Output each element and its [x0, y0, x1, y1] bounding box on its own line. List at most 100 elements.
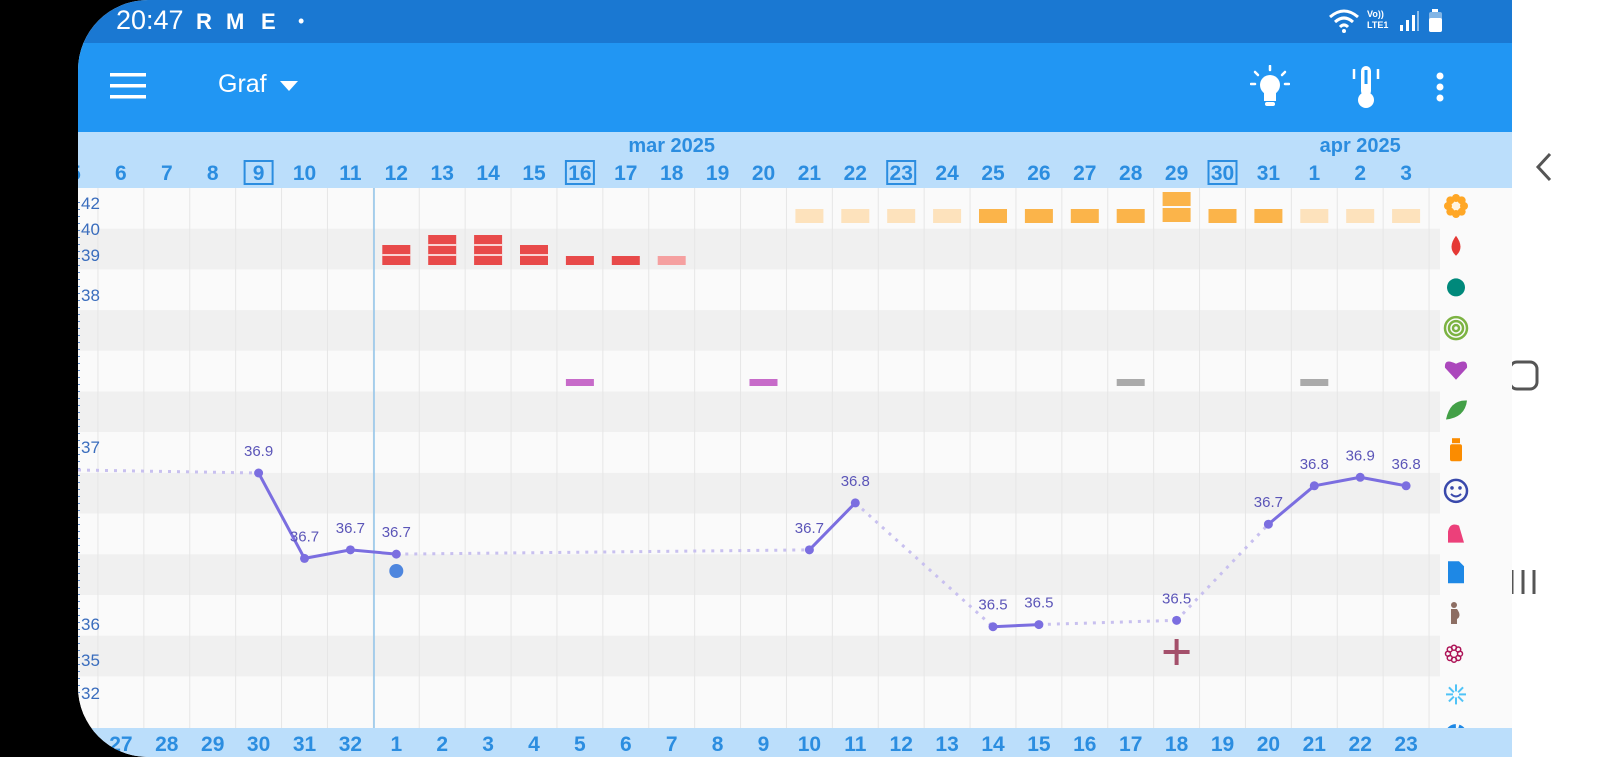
cycle-chart[interactable]: 42 40 39 38 37 36 35 32 36.9 36.7 36.7 36.7 36.7 36.8… — [78, 188, 1512, 728]
day-label: 13 — [431, 162, 454, 185]
week-start-box — [886, 160, 917, 185]
cycle-day-label: 12 — [890, 733, 913, 756]
temperature-point — [804, 545, 814, 555]
intercourse-mark — [749, 379, 778, 386]
mouth — [1450, 493, 1462, 498]
bleeding-mark — [428, 235, 457, 265]
temperature-point — [1309, 481, 1319, 491]
day-label: 19 — [706, 162, 729, 185]
sparkle-icon[interactable] — [1446, 684, 1466, 705]
ray — [1448, 686, 1455, 693]
notification-dot: • — [298, 11, 305, 31]
notification-e-icon: E — [261, 9, 276, 34]
signal-icon — [1400, 11, 1419, 31]
chart-row-band — [78, 676, 1440, 718]
flower-check-icon[interactable] — [1444, 644, 1464, 663]
flower-mark — [841, 209, 870, 223]
battery-icon — [1429, 9, 1442, 32]
chart-row-band — [78, 554, 1440, 595]
system-navigation-bar — [1512, 0, 1600, 757]
temperature-point — [345, 545, 355, 555]
cross-mark-v — [1174, 639, 1179, 665]
flower-mark — [1070, 209, 1099, 223]
ring — [1443, 315, 1469, 341]
chart-row-band — [78, 513, 1440, 555]
day-label: 12 — [385, 162, 408, 185]
day-label: 22 — [844, 162, 867, 185]
cycle-day-label: 31 — [293, 733, 317, 756]
heart-icon[interactable] — [1444, 361, 1468, 380]
document-icon[interactable] — [1448, 561, 1464, 584]
day-label: 7 — [161, 162, 173, 185]
cycle-day-label: 17 — [1119, 733, 1142, 756]
notification-r-icon: R — [196, 9, 212, 34]
chart-row-band — [78, 432, 1440, 473]
flower-mark — [1300, 209, 1329, 223]
bleeding-mark — [611, 256, 640, 265]
day-label: 23 — [890, 162, 913, 185]
chart-row-band — [78, 269, 1440, 311]
temperature-line — [350, 548, 397, 556]
cycle-day-label: 23 — [1394, 733, 1417, 756]
menu-icon[interactable] — [110, 71, 146, 101]
ring — [1447, 319, 1465, 337]
temperature-point — [300, 553, 309, 563]
axis-label: 36 — [81, 615, 100, 634]
view-selector-label: Graf — [218, 70, 267, 98]
temperature-gap-line — [1175, 523, 1270, 622]
week-start-box — [243, 160, 274, 185]
home-icon — [1512, 360, 1539, 391]
day-label: 9 — [253, 162, 265, 185]
flower-mark — [1024, 209, 1053, 223]
ray — [1448, 695, 1455, 703]
temperature-line — [1359, 475, 1407, 488]
chart-row-band — [78, 635, 1440, 677]
chart-row-band — [78, 228, 1440, 270]
temperature-point — [850, 498, 860, 508]
axis-label: 40 — [81, 220, 100, 239]
cycle-day-label: 20 — [1257, 733, 1280, 756]
temperature-line — [1267, 484, 1316, 526]
day-label: 14 — [476, 162, 500, 185]
volte-icon: Vo)) LTE1 — [1367, 9, 1389, 30]
view-selector-dropdown[interactable]: Graf — [78, 43, 318, 132]
temperature-label: 36.7 — [795, 520, 824, 537]
blood-drop-icon[interactable] — [1451, 235, 1461, 256]
flower-icon[interactable] — [1444, 194, 1468, 218]
flower-mark — [1162, 208, 1191, 222]
mucus-icon[interactable] — [1443, 315, 1469, 341]
cycle-day-label: 1 — [390, 733, 402, 756]
nav-buttons — [1512, 152, 1552, 594]
day-label: 8 — [207, 162, 219, 185]
wifi-icon — [1329, 9, 1359, 33]
bleeding-mark — [565, 256, 594, 265]
cycle-day-label: 22 — [1349, 733, 1372, 756]
leaf-icon[interactable] — [1446, 400, 1467, 420]
medicine-bottle-icon[interactable] — [1450, 438, 1462, 462]
temperature-label: 36.8 — [841, 473, 870, 490]
symptom-icon[interactable] — [1448, 524, 1464, 543]
temperature-gap-line — [78, 468, 259, 475]
bottle — [1450, 444, 1462, 462]
day-label: 2 — [1354, 162, 1366, 185]
flower-mark — [933, 209, 962, 223]
cycle-day-label: 19 — [1211, 733, 1234, 756]
smiley-icon[interactable] — [1443, 478, 1469, 504]
axis-label: 38 — [81, 286, 100, 305]
more-vert-icon[interactable] — [1433, 71, 1447, 105]
lightbulb-icon[interactable] — [1250, 65, 1290, 109]
thermometer-icon[interactable] — [1346, 63, 1386, 111]
temperature-point — [1401, 481, 1411, 491]
cycle-day-label: 27 — [109, 733, 132, 756]
temperature-line — [1314, 475, 1361, 488]
temperature-label: 36.8 — [1300, 456, 1329, 473]
cycle-day-label: 15 — [1027, 733, 1051, 756]
day-label: 10 — [293, 162, 316, 185]
cycle-day-label: 16 — [1073, 733, 1096, 756]
note-dot — [389, 564, 404, 578]
ray — [1457, 686, 1464, 693]
flower-mark — [795, 209, 824, 223]
cervix-icon[interactable] — [1447, 278, 1465, 297]
temperature-point — [254, 468, 264, 478]
pregnancy-test-icon[interactable] — [1451, 602, 1460, 624]
